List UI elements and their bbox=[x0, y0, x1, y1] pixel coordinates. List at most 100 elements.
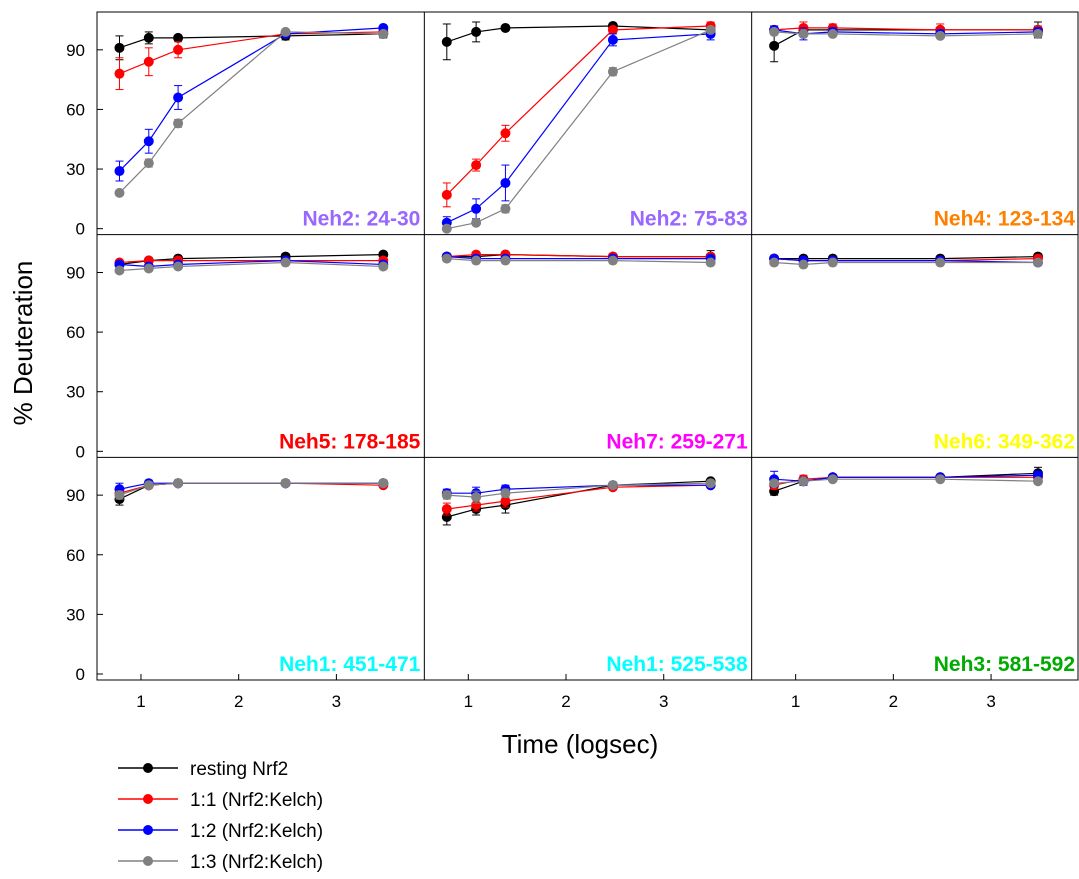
data-point bbox=[827, 474, 838, 485]
legend-marker bbox=[143, 856, 153, 866]
data-point bbox=[173, 478, 184, 489]
series-4-group bbox=[441, 253, 716, 268]
series-line bbox=[446, 25, 711, 43]
data-point bbox=[114, 490, 125, 501]
data-point bbox=[500, 177, 511, 188]
data-point bbox=[769, 40, 780, 51]
series-4-group bbox=[114, 26, 389, 198]
plot-frame bbox=[96, 11, 1079, 681]
data-point bbox=[378, 261, 389, 272]
data-point bbox=[471, 26, 482, 37]
series-line bbox=[119, 261, 384, 272]
panel-label: Neh5: 178-185 bbox=[279, 430, 421, 453]
series-1-group bbox=[769, 466, 1043, 497]
legend-label: 1:2 (Nrf2:Kelch) bbox=[190, 821, 323, 842]
data-point bbox=[378, 478, 389, 489]
data-point bbox=[441, 36, 452, 47]
legend-item: resting Nrf2 bbox=[118, 759, 288, 780]
data-point bbox=[500, 203, 511, 214]
data-point bbox=[143, 56, 154, 67]
panel-9: Neh3: 581-592 bbox=[769, 466, 1075, 676]
series-4-group bbox=[441, 24, 716, 234]
data-point bbox=[935, 257, 946, 268]
legend-item: 1:2 (Nrf2:Kelch) bbox=[118, 821, 323, 842]
series-3-group bbox=[441, 27, 716, 230]
panel-label: Neh1: 451-471 bbox=[279, 653, 421, 676]
data-point bbox=[114, 68, 125, 79]
data-point bbox=[935, 30, 946, 41]
panel-3: Neh4: 123-134 bbox=[769, 21, 1076, 231]
x-tick-label: 2 bbox=[561, 692, 570, 711]
data-point bbox=[173, 92, 184, 103]
y-tick-label: 60 bbox=[66, 323, 85, 342]
panel-label: Neh7: 259-271 bbox=[606, 430, 748, 453]
series-3-group bbox=[114, 478, 389, 496]
data-point bbox=[798, 476, 809, 487]
y-tick-label: 90 bbox=[66, 263, 85, 282]
series-line bbox=[773, 476, 1038, 486]
data-point bbox=[827, 28, 838, 39]
panel-8: Neh1: 525-538 bbox=[441, 476, 748, 676]
panel-7: Neh1: 451-471 bbox=[114, 478, 421, 676]
series-line bbox=[119, 33, 384, 49]
data-point bbox=[114, 265, 125, 276]
legend-marker bbox=[143, 763, 153, 773]
legend-label: resting Nrf2 bbox=[190, 759, 288, 780]
x-tick-label: 2 bbox=[234, 692, 243, 711]
data-point bbox=[441, 512, 452, 523]
panel-label: Neh4: 123-134 bbox=[934, 208, 1076, 231]
data-point bbox=[471, 492, 482, 503]
y-tick-label: 60 bbox=[66, 546, 85, 565]
series-3-group bbox=[769, 24, 1043, 41]
series-line bbox=[446, 484, 711, 510]
data-point bbox=[143, 158, 154, 169]
panel-1: Neh2: 24-30 bbox=[114, 22, 420, 231]
x-tick-label: 3 bbox=[986, 692, 995, 711]
series-line bbox=[446, 29, 711, 230]
series-4-group bbox=[769, 257, 1043, 270]
data-point bbox=[935, 474, 946, 485]
series-4-group bbox=[769, 474, 1043, 489]
data-point bbox=[705, 24, 716, 35]
data-point bbox=[500, 22, 511, 33]
data-point bbox=[607, 24, 618, 35]
legend-marker bbox=[143, 794, 153, 804]
data-point bbox=[500, 128, 511, 139]
y-tick-label: 0 bbox=[76, 442, 85, 461]
frame-layer: 0 30 60 90 0 30 60 90 0 30 60 90 1 2 3 1 2 3 1 2 3 bbox=[66, 11, 1079, 711]
series-line bbox=[119, 31, 384, 194]
data-point bbox=[500, 255, 511, 266]
panel-label: Neh1: 525-538 bbox=[606, 653, 748, 676]
data-point bbox=[280, 478, 291, 489]
panel-6: Neh6: 349-362 bbox=[769, 251, 1075, 453]
x-tick-label: 1 bbox=[791, 692, 800, 711]
series-3-group bbox=[114, 22, 389, 182]
series-2-group bbox=[114, 26, 389, 91]
x-tick-label: 1 bbox=[136, 692, 145, 711]
data-point bbox=[173, 32, 184, 43]
panel-5: Neh7: 259-271 bbox=[441, 249, 748, 453]
panel-label: Neh2: 75-83 bbox=[630, 208, 748, 231]
data-point bbox=[798, 28, 809, 39]
data-point bbox=[471, 500, 482, 511]
legend-marker bbox=[143, 825, 153, 835]
x-tick-label: 2 bbox=[889, 692, 898, 711]
panel-4: Neh5: 178-185 bbox=[114, 249, 421, 453]
x-tick-label: 3 bbox=[659, 692, 668, 711]
legend-label: 1:1 (Nrf2:Kelch) bbox=[190, 790, 323, 811]
y-axis-title: % Deuteration bbox=[8, 261, 38, 426]
series-4-group bbox=[114, 257, 389, 276]
y-tick-label: 30 bbox=[66, 383, 85, 402]
legend-label: 1:3 (Nrf2:Kelch) bbox=[190, 852, 323, 873]
data-point bbox=[441, 253, 452, 264]
y-tick-label: 0 bbox=[76, 665, 85, 684]
panels-layer: Neh2: 24-30 Neh2: 75-83 Neh4: 123-134 Neh5:… bbox=[114, 20, 1076, 676]
series-4-group bbox=[769, 26, 1043, 41]
data-point bbox=[500, 488, 511, 499]
data-point bbox=[769, 26, 780, 37]
series-line bbox=[119, 482, 384, 500]
data-point bbox=[143, 32, 154, 43]
data-point bbox=[280, 26, 291, 37]
data-point bbox=[173, 118, 184, 129]
series-1-group bbox=[441, 20, 716, 61]
